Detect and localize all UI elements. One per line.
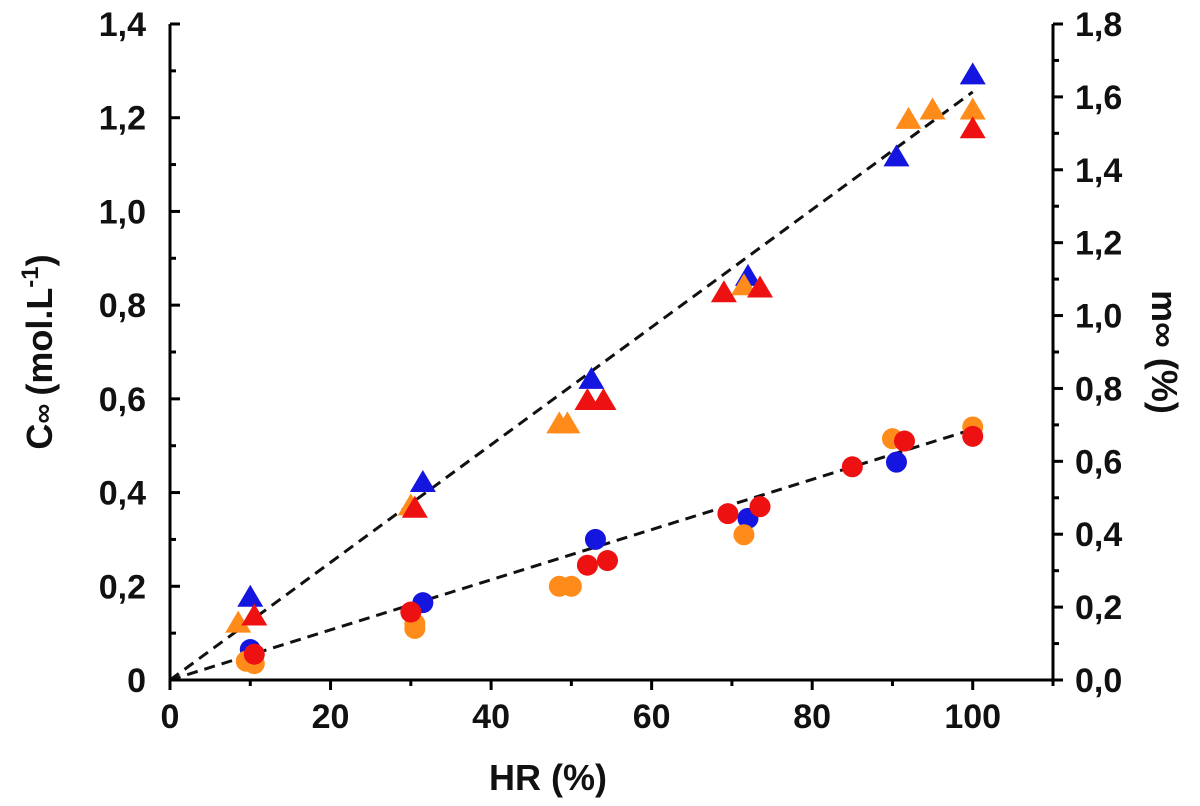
- circles-red-point-2: [576, 554, 598, 576]
- x-tick-label-0: 0: [161, 698, 180, 736]
- left-y-title-close: ): [19, 254, 60, 266]
- triangles-orange-point-0: [225, 610, 252, 633]
- left-y-title-sub: ∞: [27, 404, 58, 424]
- right-y-tick-label-0-4: 0,4: [1075, 516, 1122, 554]
- circles-red-point-8: [962, 425, 984, 447]
- right-y-tick-label-0-8: 0,8: [1075, 370, 1122, 408]
- circles-blue-point-2: [584, 528, 606, 550]
- x-tick-label-20: 20: [312, 698, 350, 736]
- series-circles-blue: [239, 451, 907, 661]
- circles-orange-point-6: [733, 524, 755, 546]
- x-tick-label-80: 80: [793, 698, 831, 736]
- right-y-tick-label-1-6: 1,6: [1075, 79, 1122, 117]
- left-y-tick-label-0-2: 0,2: [99, 568, 146, 606]
- axis-titles-layer: HR (%) C∞ (mol.L-1) m∞ (%): [17, 254, 1185, 798]
- data-points-layer: [225, 62, 986, 675]
- x-tick-label-40: 40: [472, 698, 510, 736]
- right-y-tick-label-0-6: 0,6: [1075, 443, 1122, 481]
- triangles-blue-point-0: [237, 584, 264, 607]
- circles-red-point-6: [841, 456, 863, 478]
- triangles-blue-point-5: [959, 62, 986, 85]
- right-y-tick-label-1-8: 1,8: [1075, 6, 1122, 44]
- left-y-tick-label-0: 0: [127, 662, 146, 700]
- triangles-orange-point-3: [554, 411, 581, 434]
- triangles-red-point-0: [241, 603, 268, 626]
- left-y-title-main: C: [19, 424, 60, 450]
- triangles-red-point-4: [710, 280, 737, 303]
- series-triangles-blue: [237, 62, 986, 607]
- circles-blue-point-4: [885, 451, 907, 473]
- triangles-red-point-6: [959, 116, 986, 139]
- left-y-title-sup: -1: [17, 266, 44, 287]
- fit-lines-layer: [169, 90, 974, 682]
- left-y-tick-label-1-2: 1,2: [99, 100, 146, 138]
- right-y-tick-label-1-2: 1,2: [1075, 225, 1122, 263]
- circles-red-point-7: [893, 430, 915, 452]
- x-tick-label-60: 60: [633, 698, 671, 736]
- fit-line-triangles: [169, 90, 974, 682]
- triangles-red-point-1: [401, 495, 428, 518]
- right-y-tick-label-1: 1,0: [1075, 298, 1122, 336]
- ticks-layer: 0 20 40 60 80 100 0 0,2 0,4 0,6 0,8 1,0 1,2 1,4 0,0 0,2…: [99, 6, 1123, 736]
- left-y-tick-label-0-6: 0,6: [99, 381, 146, 419]
- right-y-axis-title: m∞ (%): [1144, 290, 1185, 414]
- fit-line-circles: [169, 427, 974, 682]
- circles-red-point-5: [749, 496, 771, 518]
- circles-red-point-3: [596, 550, 618, 572]
- right-y-tick-label-0: 0,0: [1075, 662, 1122, 700]
- triangles-red-point-5: [747, 275, 774, 298]
- left-y-axis-title: C∞ (mol.L-1): [17, 254, 60, 449]
- triangles-blue-point-1: [409, 470, 436, 492]
- x-tick-label-100: 100: [944, 698, 1001, 736]
- circles-red-point-0: [243, 643, 265, 665]
- circles-orange-point-5: [560, 575, 582, 597]
- right-y-tick-label-1-4: 1,4: [1075, 152, 1122, 190]
- triangles-blue-point-4: [883, 144, 910, 167]
- x-axis-title: HR (%): [489, 757, 607, 798]
- left-y-tick-label-0-4: 0,4: [99, 475, 146, 513]
- left-y-tick-label-0-8: 0,8: [99, 287, 146, 325]
- circles-red-point-4: [717, 503, 739, 525]
- triangles-orange-point-5: [895, 106, 922, 129]
- circles-red-point-1: [400, 601, 422, 623]
- triangles-orange-point-6: [919, 97, 946, 120]
- triangles-orange-point-4: [730, 273, 757, 296]
- left-y-title-unit: (mol.L: [19, 288, 60, 396]
- triangles-orange-point-7: [959, 97, 986, 120]
- series-circles-orange: [235, 416, 984, 675]
- triangles-blue-point-2: [578, 366, 605, 389]
- triangles-red-point-3: [590, 388, 617, 410]
- left-y-tick-label-1: 1,0: [99, 193, 146, 231]
- series-triangles-red: [241, 116, 986, 626]
- left-y-tick-label-1-4: 1,4: [99, 6, 146, 44]
- right-y-tick-label-0-2: 0,2: [1075, 589, 1122, 627]
- series-circles-red: [243, 425, 984, 665]
